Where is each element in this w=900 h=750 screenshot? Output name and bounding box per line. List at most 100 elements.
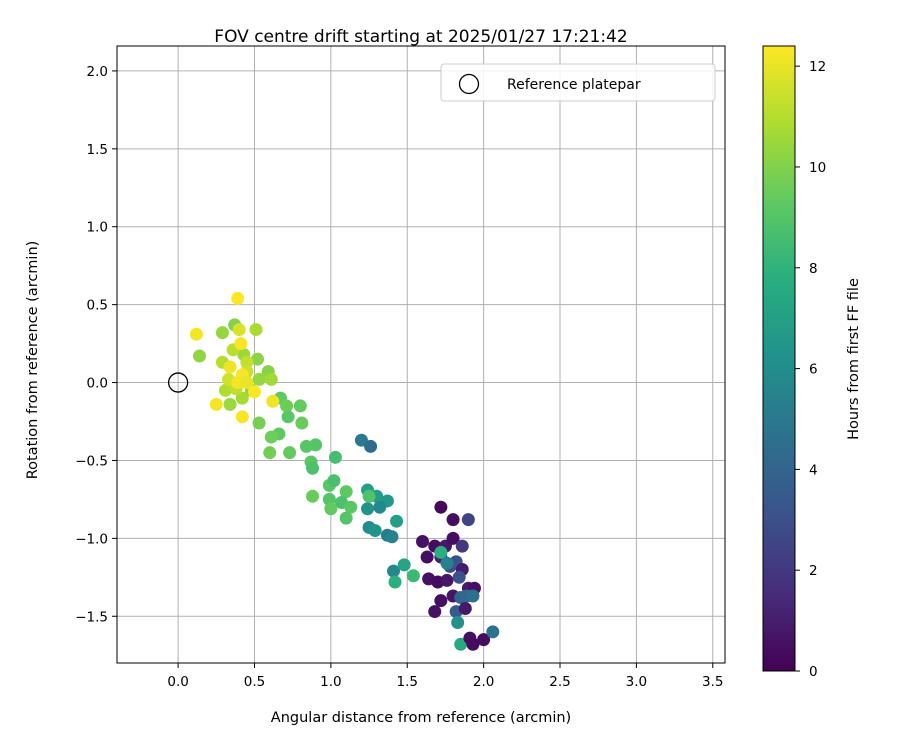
data-point <box>252 372 266 386</box>
data-point <box>434 500 448 514</box>
data-point <box>324 502 338 516</box>
data-point <box>223 397 237 411</box>
colorbar-tick-label: 10 <box>809 160 826 176</box>
data-point <box>264 372 278 386</box>
data-point <box>368 524 382 538</box>
y-tick-label: 1.5 <box>87 142 108 158</box>
data-point <box>231 291 245 305</box>
colorbar-gradient <box>762 45 796 672</box>
data-point <box>434 545 448 559</box>
data-point <box>247 385 261 399</box>
data-point <box>283 446 297 460</box>
data-points <box>189 291 500 651</box>
y-tick-label: 0.0 <box>87 376 108 392</box>
data-point <box>458 601 472 615</box>
data-point <box>263 446 277 460</box>
x-tick-label: 1.0 <box>320 674 341 690</box>
data-point <box>451 615 465 629</box>
data-point <box>306 489 320 503</box>
data-point <box>280 399 294 413</box>
data-point <box>189 327 203 341</box>
data-point <box>354 433 368 447</box>
x-tick-label: 2.5 <box>549 674 570 690</box>
y-axis-ticks: −1.5 −1.0 −0.5 0.0 0.5 1.0 1.5 2.0 <box>75 64 117 625</box>
reference-marker-group <box>167 372 189 393</box>
colorbar-label: Hours from first FF file <box>846 278 862 440</box>
data-point <box>218 383 232 397</box>
data-point <box>440 556 454 570</box>
data-point <box>387 564 401 578</box>
y-tick-label: −1.0 <box>75 531 108 547</box>
data-point <box>362 489 376 503</box>
data-point <box>328 450 342 464</box>
x-axis-label: Angular distance from reference (arcmin) <box>271 710 571 726</box>
data-point <box>231 376 245 390</box>
data-point <box>446 513 460 527</box>
data-point <box>223 360 237 374</box>
data-point <box>234 337 248 351</box>
data-point <box>215 326 229 340</box>
data-point <box>486 625 500 639</box>
x-axis-ticks: 0.0 0.5 1.0 1.5 2.0 2.5 3.0 3.5 <box>167 663 724 690</box>
data-point <box>344 500 358 514</box>
colorbar: 0 2 4 6 8 10 12 Hours from first FF file <box>762 45 862 680</box>
data-point <box>434 594 448 608</box>
y-tick-label: 1.0 <box>87 220 108 236</box>
data-point <box>385 530 399 544</box>
data-point <box>209 397 223 411</box>
data-point <box>416 534 430 548</box>
y-axis-label: Rotation from reference (arcmin) <box>25 241 41 480</box>
y-tick-label: −0.5 <box>75 453 108 469</box>
colorbar-tick-label: 12 <box>809 59 826 75</box>
data-point <box>266 394 280 408</box>
data-point <box>299 439 313 453</box>
plot-area-frame <box>116 45 726 664</box>
data-point <box>232 323 246 337</box>
data-point <box>477 633 491 647</box>
data-point <box>446 531 460 545</box>
x-tick-label: 1.5 <box>397 674 418 690</box>
data-point <box>390 514 404 528</box>
data-point <box>420 550 434 564</box>
reference-platepar-marker <box>167 372 189 393</box>
data-point <box>339 511 353 525</box>
x-tick-label: 3.0 <box>626 674 647 690</box>
data-point <box>461 513 475 527</box>
x-tick-label: 0.0 <box>167 674 188 690</box>
data-point <box>388 575 402 589</box>
data-point <box>240 376 254 390</box>
data-point <box>440 573 454 587</box>
data-point <box>281 410 295 424</box>
y-tick-label: 2.0 <box>87 64 108 80</box>
data-point <box>192 349 206 363</box>
data-point <box>455 539 469 553</box>
legend-label: Reference platepar <box>507 77 641 93</box>
data-point <box>240 355 254 369</box>
data-point <box>264 430 278 444</box>
chart-title: FOV centre drift starting at 2025/01/27 … <box>214 27 627 47</box>
data-point <box>466 637 480 651</box>
data-point <box>293 399 307 413</box>
legend-box <box>440 63 716 102</box>
data-point <box>249 323 263 337</box>
data-point <box>466 589 480 603</box>
legend: Reference platepar <box>440 63 716 102</box>
data-point <box>454 637 468 651</box>
colorbar-ticks: 0 2 4 6 8 10 12 <box>795 59 826 680</box>
data-point <box>339 485 353 499</box>
y-tick-label: −1.5 <box>75 609 108 625</box>
y-tick-label: 0.5 <box>87 298 108 314</box>
colorbar-tick-label: 2 <box>809 563 818 579</box>
colorbar-tick-label: 6 <box>809 362 818 378</box>
data-point <box>306 461 320 475</box>
data-point <box>397 558 411 572</box>
grid-lines <box>117 46 725 663</box>
x-tick-label: 3.5 <box>702 674 723 690</box>
data-point <box>251 352 265 366</box>
colorbar-tick-label: 0 <box>809 664 818 680</box>
data-point <box>252 416 266 430</box>
data-point <box>406 569 420 583</box>
x-tick-label: 0.5 <box>244 674 265 690</box>
colorbar-tick-label: 8 <box>809 261 818 277</box>
